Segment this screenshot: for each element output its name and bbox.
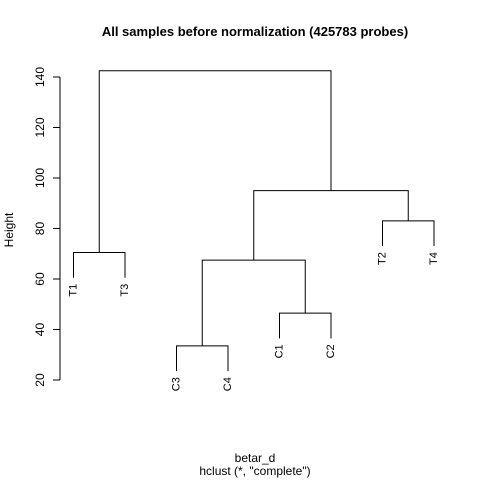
leaf-label-t2: T2 [377,252,389,265]
y-axis-label: Height [2,212,16,247]
leaf-label-t1: T1 [68,284,80,297]
leaf-labels: T1 T3 C3 C4 C1 C2 T2 T4 [68,252,441,391]
merge-branch-7 [98,70,332,253]
merge-branch-5 [201,259,306,346]
merge-branch-1 [176,345,229,372]
merge-branch-3 [73,251,126,278]
chart-title: All samples before normalization (425783… [102,24,408,39]
leaf-label-t3: T3 [119,284,131,297]
leaf-label-c1: C1 [274,344,286,358]
merge-branch-4 [382,220,435,247]
x-axis-label: betar_d [235,451,276,465]
y-tick-label-140: 140 [33,67,47,87]
y-tick-label-120: 120 [33,117,47,137]
leaf-label-c4: C4 [222,377,234,391]
merge-branch-6 [253,190,409,261]
y-tick-label-40: 40 [33,323,47,337]
leaf-label-t4: T4 [428,252,440,265]
leaf-label-c2: C2 [325,344,337,358]
y-tick-label-80: 80 [33,222,47,236]
leaf-label-c3: C3 [171,377,183,391]
merge-branch-2 [279,312,332,339]
y-tick-label-60: 60 [33,272,47,286]
y-axis: 20 40 60 80 100 120 140 [33,67,61,387]
method-sublabel: hclust (*, "complete") [199,464,310,478]
y-tick-label-100: 100 [33,168,47,188]
y-tick-label-20: 20 [33,373,47,387]
dendrogram-branches [73,70,435,372]
